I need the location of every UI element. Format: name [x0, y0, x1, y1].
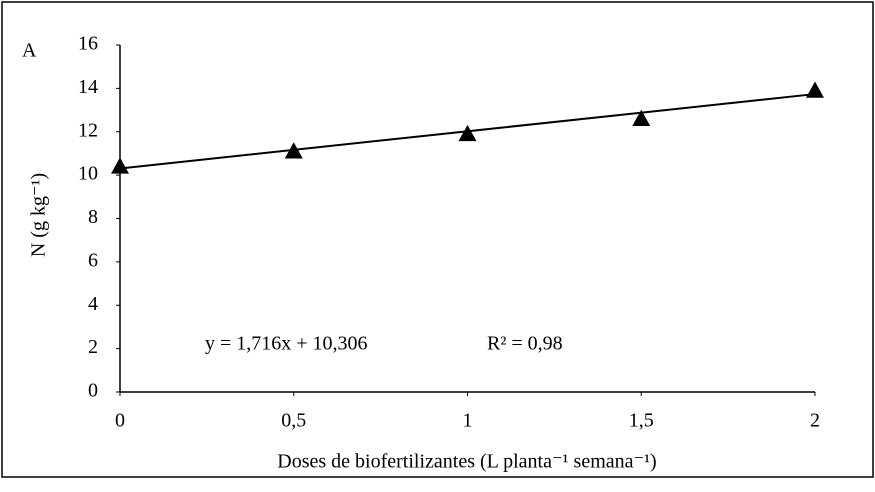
marker	[806, 81, 824, 98]
y-tick-label: 16	[78, 33, 98, 55]
y-tick-label: 14	[78, 76, 98, 98]
y-tick-label: 8	[88, 206, 98, 228]
equation: y = 1,716x + 10,306	[205, 333, 368, 355]
y-tick-label: 6	[88, 249, 98, 271]
marker	[458, 124, 477, 142]
marker	[111, 157, 129, 174]
y-axis-label: N (g kg⁻¹)	[28, 173, 50, 257]
y-tick-label: 10	[78, 163, 98, 185]
y-tick-label: 4	[88, 293, 98, 315]
panel-label: A	[22, 40, 37, 62]
marker	[284, 142, 303, 159]
y-tick-label: 2	[88, 336, 98, 358]
y-tick-label: 0	[88, 380, 98, 402]
x-tick-label: 2	[810, 410, 820, 432]
x-tick-label: 1,5	[629, 410, 654, 432]
x-tick-label: 0,5	[281, 410, 306, 432]
r-squared: R² = 0,98	[487, 333, 563, 355]
marker	[632, 109, 651, 126]
y-tick-label: 12	[78, 119, 98, 141]
frame	[1, 1, 874, 478]
x-tick-label: 0	[115, 410, 125, 432]
x-tick-label: 1	[463, 410, 473, 432]
x-axis-label: Doses de biofertilizantes (L planta⁻¹ se…	[277, 451, 656, 473]
